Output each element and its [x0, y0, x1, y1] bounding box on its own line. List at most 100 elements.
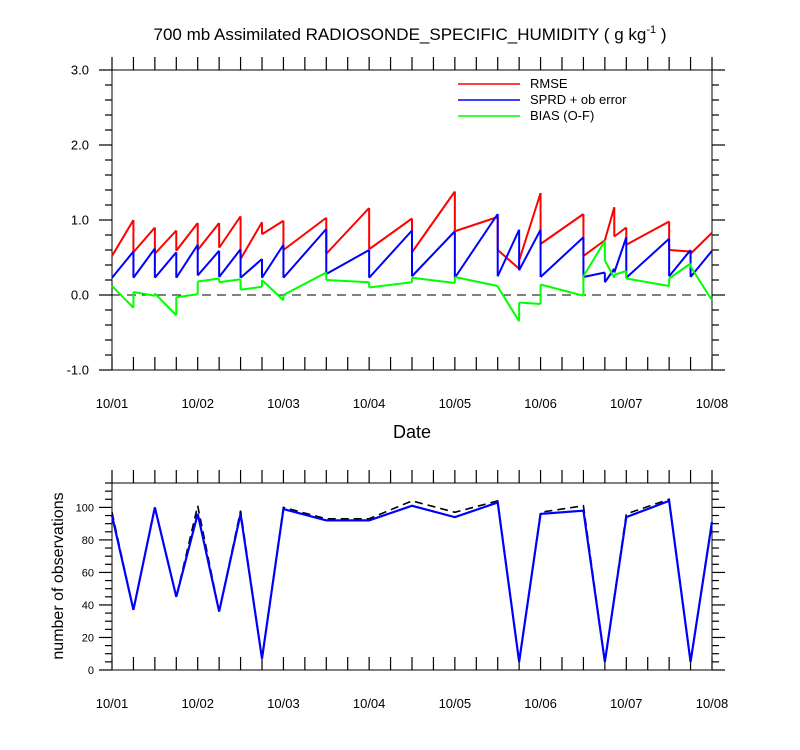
- rmse-chart: -1.00.01.02.03.0 10/01 10/02 10/03 10/04 10/…: [67, 57, 729, 442]
- series-segment-rmse: [325, 207, 370, 255]
- series-segment-sprd-ob-error: [218, 248, 242, 278]
- series-segment-rmse: [132, 226, 156, 253]
- y-tick-label: 40: [82, 600, 94, 612]
- series-segment-bias-o-f: [219, 278, 241, 284]
- series-segment-bias-o-f: [626, 277, 670, 287]
- x-tick-label: 10/08: [696, 696, 729, 711]
- x-tick-label: 10/07: [610, 396, 643, 411]
- top-minor-ticks: [105, 57, 719, 370]
- y-tick-label: 2.0: [71, 138, 89, 153]
- series-segment-rmse: [196, 222, 220, 251]
- series-segment-bias-o-f: [240, 285, 263, 291]
- series-segment-bias-o-f: [689, 265, 713, 301]
- series-segment-sprd-ob-error: [625, 238, 670, 279]
- y-tick-label: 100: [76, 502, 94, 514]
- series-segment-rmse: [582, 239, 606, 257]
- x-tick-label: 10/01: [96, 696, 129, 711]
- observations-possible-line: [111, 498, 713, 662]
- series-segment-sprd-ob-error: [454, 213, 499, 279]
- series-segment-sprd-ob-error: [668, 249, 692, 277]
- series-segment-rmse: [111, 219, 135, 257]
- series-segment-rmse: [411, 190, 456, 253]
- series-segment-rmse: [625, 220, 670, 246]
- series-segment-rmse: [497, 249, 520, 270]
- series-segment-sprd-ob-error: [175, 244, 199, 279]
- x-tick-label: 10/03: [267, 696, 300, 711]
- y-tick-label: -1.0: [67, 363, 89, 378]
- series-segment-bias-o-f: [668, 262, 692, 280]
- legend-label-sprd: SPRD + ob error: [530, 92, 627, 107]
- x-tick-label: 10/05: [439, 696, 472, 711]
- legend-label-bias: BIAS (O-F): [530, 108, 594, 123]
- series-segment-rmse: [518, 192, 542, 261]
- series-segment-sprd-ob-error: [196, 250, 220, 277]
- series-segment-sprd-ob-error: [496, 229, 521, 277]
- series-segment-rmse: [669, 249, 691, 253]
- series-segment-rmse: [689, 232, 713, 255]
- series-segment-bias-o-f: [496, 286, 520, 322]
- series-segment-sprd-ob-error: [282, 228, 328, 279]
- series-segment-bias-o-f: [411, 276, 455, 284]
- series-segment-bias-o-f: [603, 260, 616, 279]
- top-x-tick-labels: 10/01 10/02 10/03 10/04 10/05 10/06 10/07 10/08: [96, 396, 729, 411]
- bottom-minor-ticks: [105, 470, 719, 670]
- series-segment-sprd-ob-error: [613, 236, 628, 273]
- y-tick-label: 20: [82, 632, 94, 644]
- series-segment-bias-o-f: [582, 240, 606, 277]
- y-tick-label: 60: [82, 567, 94, 579]
- series-segment-bias-o-f: [133, 291, 156, 297]
- x-tick-label: 10/01: [96, 396, 129, 411]
- y-axis-label: number of observations: [50, 492, 67, 659]
- series-segment-rmse: [603, 206, 616, 241]
- x-tick-label: 10/06: [524, 696, 557, 711]
- top-major-ticks: [99, 57, 725, 371]
- chart-title: 700 mb Assimilated RADIOSONDE_SPECIFIC_H…: [154, 24, 667, 44]
- series-segment-sprd-ob-error: [239, 258, 263, 279]
- bottom-series: [110, 498, 714, 663]
- bottom-plot-frame: [111, 482, 713, 671]
- y-tick-label: 0: [88, 665, 94, 677]
- series-segment-sprd-ob-error: [368, 229, 413, 279]
- x-tick-label: 10/02: [181, 396, 214, 411]
- series-segment-bias-o-f: [540, 283, 584, 297]
- top-series: [111, 190, 713, 322]
- series-segment-bias-o-f: [369, 281, 413, 289]
- series-segment-sprd-ob-error: [154, 251, 178, 279]
- series-segment-rmse: [218, 215, 242, 249]
- series-segment-sprd-ob-error: [325, 249, 370, 275]
- x-tick-label: 10/07: [610, 696, 643, 711]
- series-segment-bias-o-f: [282, 271, 327, 296]
- series-segment-bias-o-f: [261, 279, 285, 301]
- x-tick-label: 10/03: [267, 396, 300, 411]
- legend-label-rmse: RMSE: [530, 76, 568, 91]
- top-y-tick-labels: -1.0 0.0 1.0 2.0 3.0: [67, 63, 89, 378]
- x-tick-label: 10/04: [353, 396, 386, 411]
- series-segment-rmse: [154, 229, 178, 255]
- series-segment-sprd-ob-error: [604, 268, 616, 283]
- series-segment-rmse: [613, 226, 627, 238]
- x-tick-label: 10/08: [696, 396, 729, 411]
- bottom-major-ticks: [99, 470, 725, 671]
- series-segment-rmse: [368, 217, 413, 251]
- series-segment-sprd-ob-error: [583, 271, 606, 278]
- series-segment-bias-o-f: [176, 293, 198, 299]
- observations-used-line: [110, 499, 714, 663]
- series-segment-rmse: [282, 216, 327, 251]
- series-segment-rmse: [175, 222, 199, 252]
- series-segment-rmse: [239, 221, 263, 260]
- series-segment-bias-o-f: [454, 276, 498, 287]
- y-tick-label: 80: [82, 535, 94, 547]
- series-segment-sprd-ob-error: [539, 236, 585, 278]
- series-segment-bias-o-f: [154, 292, 178, 316]
- legend: RMSE SPRD + ob error BIAS (O-F): [458, 76, 627, 123]
- series-segment-bias-o-f: [519, 301, 541, 305]
- x-tick-label: 10/05: [439, 396, 472, 411]
- bottom-x-tick-labels: 10/01 10/02 10/03 10/04 10/05 10/06 10/07 10/08: [96, 696, 729, 711]
- y-tick-label: 3.0: [71, 63, 89, 78]
- series-segment-bias-o-f: [111, 285, 135, 309]
- series-segment-bias-o-f: [326, 279, 370, 284]
- series-segment-sprd-ob-error: [518, 229, 542, 271]
- series-segment-sprd-ob-error: [132, 247, 156, 279]
